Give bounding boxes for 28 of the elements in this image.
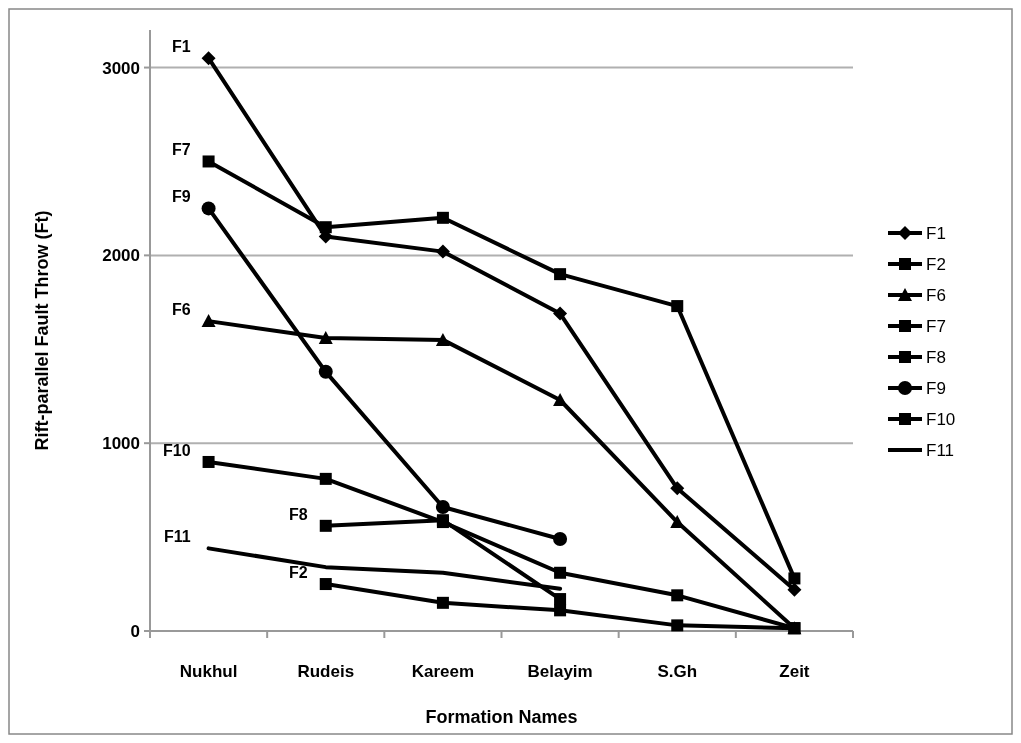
legend-label: F2 [926, 254, 946, 274]
legend-label: F6 [926, 285, 946, 305]
x-tick-label: Zeit [779, 662, 810, 681]
x-tick-label: Belayim [527, 662, 593, 681]
legend-label: F10 [926, 409, 956, 429]
text: F10 [163, 441, 191, 459]
y-tick-label: 3000 [102, 58, 140, 78]
x-tick-label: Nukhul [179, 662, 238, 681]
legend-label: F7 [926, 316, 946, 336]
text: F8 [289, 505, 308, 523]
y-tick-label: 0 [130, 621, 140, 641]
y-tick-label: 1000 [102, 434, 140, 454]
x-axis-title: Formation Names [425, 707, 578, 727]
y-tick-label: 2000 [102, 246, 140, 266]
x-tick-label: S.Gh [657, 662, 698, 681]
y-axis-title: Rift-parallel Fault Throw (Ft) [32, 210, 52, 451]
text: F2 [289, 564, 308, 582]
legend-label: F8 [926, 347, 946, 367]
legend-label: F9 [926, 378, 946, 398]
x-tick-label: Kareem [411, 662, 475, 681]
legend-label: F11 [926, 440, 955, 460]
text: F1 [171, 38, 191, 56]
text: F9 [171, 188, 191, 206]
text: F6 [171, 301, 191, 319]
x-tick-label: Rudeis [297, 662, 355, 681]
text: F11 [163, 528, 191, 546]
text: F7 [171, 141, 191, 159]
legend-label: F1 [926, 223, 946, 243]
